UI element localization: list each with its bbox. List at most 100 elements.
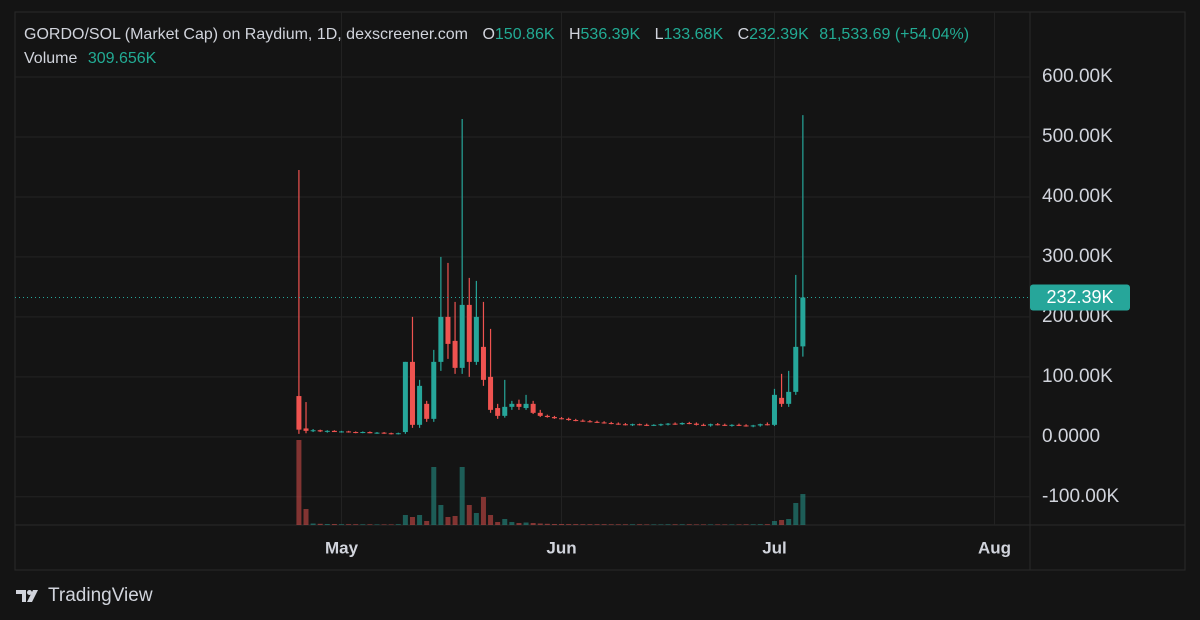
candle-body [686, 423, 692, 425]
candle-body [303, 428, 309, 431]
axes: -100.00K 0.0000 100.00K 200.00K 300.00K 400.0… [325, 66, 1130, 557]
last-price-label: 232.39K [1046, 287, 1113, 307]
candle-body [573, 420, 579, 422]
volume-bar [743, 524, 749, 525]
volume-bar [736, 524, 742, 525]
ohlc-key: H [568, 26, 581, 43]
volume-bar [452, 516, 458, 525]
volume-bar [715, 524, 721, 525]
volume-bar [523, 522, 529, 525]
volume-bar [459, 467, 465, 525]
candle-body [473, 316, 479, 362]
volume-bar [644, 524, 650, 525]
candle-body [324, 430, 330, 432]
candle-body [374, 432, 380, 434]
volume-bar [750, 524, 756, 525]
volume-bar [686, 524, 692, 525]
volume-bar [537, 523, 543, 525]
volume-bar [466, 505, 472, 525]
candle-body [537, 412, 543, 416]
volume-bar [473, 513, 479, 525]
volume-bar [544, 523, 550, 525]
x-tick-label: Aug [978, 538, 1011, 557]
candle-body [700, 424, 706, 426]
brand-name: TradingView [48, 585, 153, 606]
ohlc-key: L [654, 26, 664, 43]
volume-bar [331, 524, 337, 525]
volume-bar [615, 524, 621, 525]
candle-body [388, 433, 394, 435]
volume-bar [658, 524, 664, 525]
candle-body [402, 361, 408, 433]
volume-bar [630, 524, 636, 525]
change: 81,533.69 (+54.04%) [819, 26, 970, 43]
y-tick-label: 200.00K [1042, 306, 1113, 327]
candle-body [459, 304, 465, 368]
candle-body [615, 423, 621, 425]
candle-body [559, 418, 565, 420]
candle-body [544, 415, 550, 418]
x-tick-label: May [325, 538, 359, 557]
candle-body [743, 425, 749, 427]
candle-body [580, 420, 586, 422]
symbol-title: GORDO/SOL (Market Cap) on Raydium, 1D, d… [24, 26, 468, 43]
volume-bar [580, 524, 586, 525]
candle-body [708, 424, 714, 426]
candle-body [658, 424, 664, 426]
candle-body [339, 431, 345, 433]
volume-bar [637, 524, 643, 525]
candle-body [395, 433, 401, 435]
volume-bar [417, 515, 423, 525]
volume-bar [317, 523, 323, 525]
volume-bar [679, 524, 685, 525]
volume-bar [771, 521, 777, 525]
frame [14, 11, 1186, 571]
candle-body [793, 346, 799, 392]
volume-bar [800, 494, 806, 525]
candle-body [771, 394, 777, 425]
candle-body [644, 424, 650, 426]
volume-bar [559, 524, 565, 525]
candle-body [502, 406, 508, 416]
candle-body [779, 397, 785, 404]
volume-bar [346, 524, 352, 525]
volume-bar [757, 524, 763, 525]
candle-body [424, 403, 430, 419]
y-tick-label: 600.00K [1042, 66, 1113, 87]
candle-body [630, 424, 636, 426]
x-tick-label: Jul [762, 538, 787, 557]
volume-bar [339, 524, 345, 525]
volume-bar [708, 524, 714, 525]
y-tick-label: 300.00K [1042, 246, 1113, 267]
volume-bar [381, 524, 387, 525]
candle-body [331, 430, 337, 433]
candle-body [353, 432, 359, 434]
candle-body [431, 361, 437, 419]
brand[interactable]: TradingView [16, 585, 153, 607]
volume-bar [509, 522, 515, 525]
volume-bar [700, 524, 706, 525]
candle-body [480, 346, 486, 380]
volume-bar [566, 524, 572, 525]
last-price-box [1030, 284, 1130, 311]
volume-bar [651, 524, 657, 525]
candle-body [466, 304, 472, 362]
volume-bar [786, 519, 792, 525]
ohlc-key: O [482, 26, 495, 43]
candle-body [417, 385, 423, 425]
volume-bar [438, 505, 444, 525]
candle-body [679, 423, 685, 425]
volume-bar [303, 509, 309, 525]
volume-bar [693, 524, 699, 525]
candle-body [296, 396, 302, 430]
ohlc-value: 150.86K [494, 26, 555, 43]
volume-bar [793, 503, 799, 525]
candle-body [601, 422, 607, 424]
x-tick-label: Jun [546, 538, 576, 557]
candle-body [530, 403, 536, 413]
candle-body [523, 403, 529, 409]
y-tick-label: 0.0000 [1042, 426, 1100, 447]
volume-bar [388, 524, 394, 525]
candle-body [452, 340, 458, 368]
volume-bar [445, 517, 451, 525]
